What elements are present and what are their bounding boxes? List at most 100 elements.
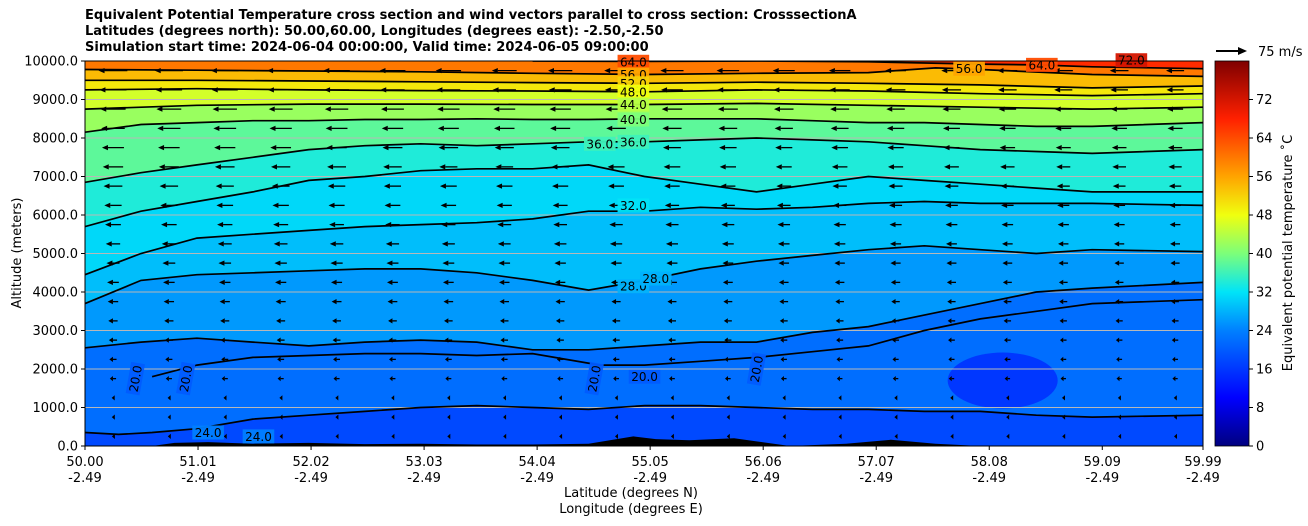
terrain xyxy=(85,436,1203,446)
contour-label-text: 40.0 xyxy=(620,113,647,127)
contour-label-text: 24.0 xyxy=(245,430,272,444)
wind-vector-head xyxy=(498,279,505,285)
wind-vector-head xyxy=(999,125,1006,131)
contour-labels: 64.056.052.048.044.040.036.0 36.032.028.0… xyxy=(125,53,1148,444)
wind-vector-head xyxy=(553,241,560,247)
wind-vector-head xyxy=(1171,318,1176,324)
wind-vector-head xyxy=(382,145,389,151)
wind-vector-head xyxy=(1111,145,1118,151)
wind-vector-head xyxy=(721,241,728,247)
wind-vector-head xyxy=(272,202,279,208)
wind-vector-head xyxy=(832,183,839,189)
contour-label-text: 20.0 xyxy=(585,364,603,393)
wind-vector-head xyxy=(548,87,555,93)
wind-vector-head xyxy=(1169,222,1176,228)
wind-vector-head xyxy=(1172,356,1176,362)
wind-vector-head xyxy=(660,68,667,74)
x-tick-label-lat: 59.99 xyxy=(1184,455,1221,470)
contour-label-text: 44.0 xyxy=(620,98,647,112)
wind-vector-head xyxy=(327,164,334,170)
wind-vector-head xyxy=(1055,145,1062,151)
wind-vector-head xyxy=(661,106,668,112)
wind-vector-head xyxy=(554,260,561,266)
wind-vector-head xyxy=(604,87,611,93)
wind-vector-head xyxy=(335,414,339,420)
wind-vector-head xyxy=(1057,222,1064,228)
wind-vector-head xyxy=(329,241,336,247)
wind-vector-head xyxy=(436,87,443,93)
wind-vector-head xyxy=(495,164,502,170)
wind-vector-head xyxy=(943,145,950,151)
colorbar-tick-label: 0 xyxy=(1256,440,1264,455)
wind-vector-head xyxy=(894,414,898,420)
wind-vector-head xyxy=(221,356,225,362)
contour-label-bg xyxy=(617,198,650,213)
wind-vector-head xyxy=(388,337,393,343)
wind-vector-head xyxy=(997,68,1004,74)
wind-vector-head xyxy=(324,106,331,112)
wind-vector-head xyxy=(212,106,219,112)
wind-vector-head xyxy=(1169,202,1176,208)
wind-vector-head xyxy=(782,414,786,420)
x-tick-label-lon: -2.49 xyxy=(1186,471,1220,486)
contour-label-bg xyxy=(617,54,650,69)
wind-vector-head xyxy=(725,376,729,382)
contour-label-bg xyxy=(746,352,767,386)
wind-vector-head xyxy=(829,87,836,93)
wind-vector-head xyxy=(778,279,784,285)
wind-vector-head xyxy=(277,356,281,362)
wind-vector-head xyxy=(835,318,840,324)
wind-vector-head xyxy=(1059,299,1064,305)
wind-vector-head xyxy=(1006,395,1010,401)
colorbar xyxy=(1214,60,1250,447)
wind-vector-head xyxy=(158,164,165,170)
wind-vector-head xyxy=(726,433,730,439)
x-tick-label-lon: -2.49 xyxy=(68,471,102,486)
wind-vector-head xyxy=(160,202,167,208)
wind-vector-head xyxy=(1115,337,1120,343)
wind-vector-head xyxy=(384,202,391,208)
contour-label: 44.0 xyxy=(617,97,650,112)
contour-label-text: 36.0 xyxy=(620,135,647,149)
wind-vector-head xyxy=(1056,183,1063,189)
wind-vector-head xyxy=(223,433,227,439)
wind-vector-head xyxy=(332,318,337,324)
wind-vector-head xyxy=(389,356,393,362)
wind-vector-head xyxy=(779,299,784,305)
wind-vector-head xyxy=(220,337,225,343)
wind-vector-head xyxy=(723,318,728,324)
wind-vector-head xyxy=(716,68,723,74)
wind-vector-head xyxy=(500,318,505,324)
wind-vector-head xyxy=(442,260,449,266)
wind-vector-head xyxy=(889,241,896,247)
colorbar-tick-label: 16 xyxy=(1256,363,1273,378)
wind-vector-head xyxy=(885,68,892,74)
wind-vector-head xyxy=(777,222,784,228)
y-axis-label: Altitude (meters) xyxy=(10,198,25,309)
x-tick-label-lon: -2.49 xyxy=(407,471,441,486)
wind-vector-head xyxy=(335,395,339,401)
wind-vector-head xyxy=(552,202,559,208)
contour-line-30-4 xyxy=(85,200,1203,276)
wind-vector-head xyxy=(549,106,556,112)
wind-vector-head xyxy=(1173,395,1177,401)
y-tick-label: 6000.0 xyxy=(33,209,79,224)
wind-vector-head xyxy=(998,106,1005,112)
wind-vector-head xyxy=(274,260,281,266)
wind-vector-head xyxy=(210,68,217,74)
wind-vector-head xyxy=(503,414,507,420)
wind-vector-head xyxy=(892,337,896,343)
wind-vector-head xyxy=(391,433,395,439)
contour-label: 72.0 xyxy=(1115,53,1148,68)
contour-line-20-1 xyxy=(151,298,1203,378)
wind-vector-head xyxy=(498,260,505,266)
y-tick-label: 2000.0 xyxy=(33,363,79,378)
wind-vector-head xyxy=(156,106,163,112)
wind-vector-head xyxy=(779,318,784,324)
x-axis-label-lon: Longitude (degrees E) xyxy=(559,502,703,517)
wind-vector-head xyxy=(1173,414,1177,420)
wind-vector-head xyxy=(613,376,617,382)
wind-vector-head xyxy=(889,202,896,208)
wind-vector-head xyxy=(1056,164,1063,170)
wind-vector-head xyxy=(270,145,277,151)
